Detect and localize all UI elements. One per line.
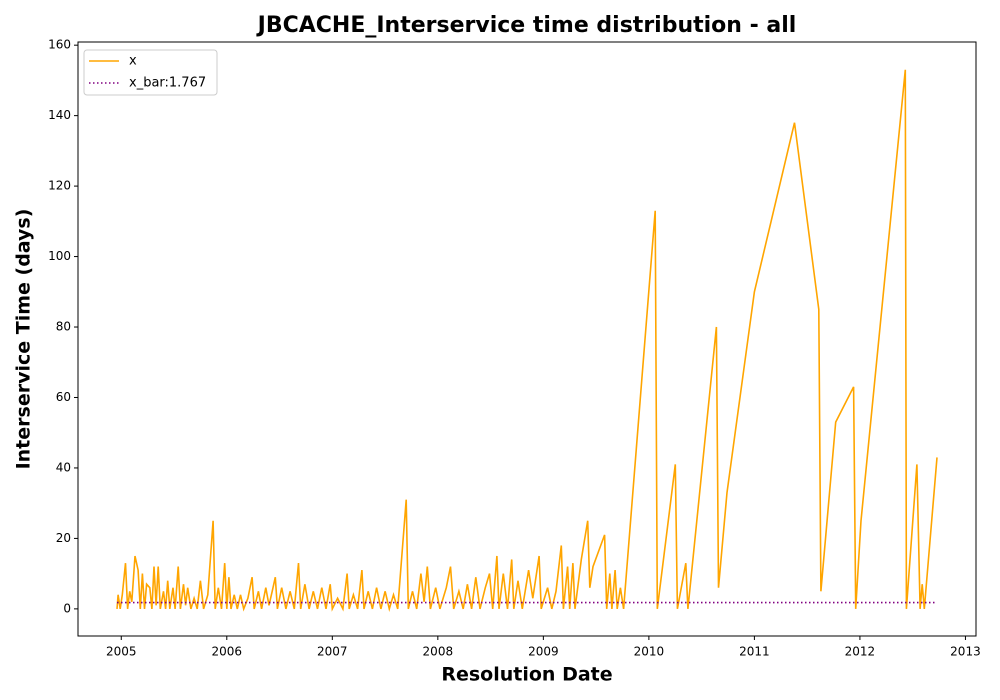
- y-tick-label: 140: [48, 108, 71, 122]
- x-tick-label: 2012: [845, 645, 876, 659]
- x-tick-label: 2005: [106, 645, 137, 659]
- y-tick-label: 20: [56, 531, 71, 545]
- x-tick-label: 2008: [423, 645, 454, 659]
- x-tick-label: 2006: [212, 645, 243, 659]
- y-tick-label: 60: [56, 390, 71, 404]
- legend-label: x_bar:1.767: [129, 76, 206, 91]
- y-tick-label: 40: [56, 460, 71, 474]
- x-tick-label: 2011: [739, 645, 770, 659]
- plot-frame: [77, 41, 977, 637]
- y-tick-label: 0: [63, 601, 71, 615]
- series-line: [116, 69, 938, 612]
- y-tick-label: 120: [48, 179, 71, 193]
- y-tick-label: 80: [56, 320, 71, 334]
- y-axis-label: Interservice Time (days): [13, 209, 35, 470]
- x-axis-label: Resolution Date: [441, 664, 612, 686]
- x-tick-label: 2007: [317, 645, 348, 659]
- y-tick-label: 100: [48, 249, 71, 263]
- x-tick-label: 2013: [950, 645, 981, 659]
- x-tick-label: 2009: [528, 645, 559, 659]
- x-tick-label: 2010: [634, 645, 665, 659]
- legend-label: x: [129, 54, 137, 69]
- chart-title: JBCACHE_Interservice time distribution -…: [256, 13, 797, 38]
- y-tick-label: 160: [48, 38, 71, 52]
